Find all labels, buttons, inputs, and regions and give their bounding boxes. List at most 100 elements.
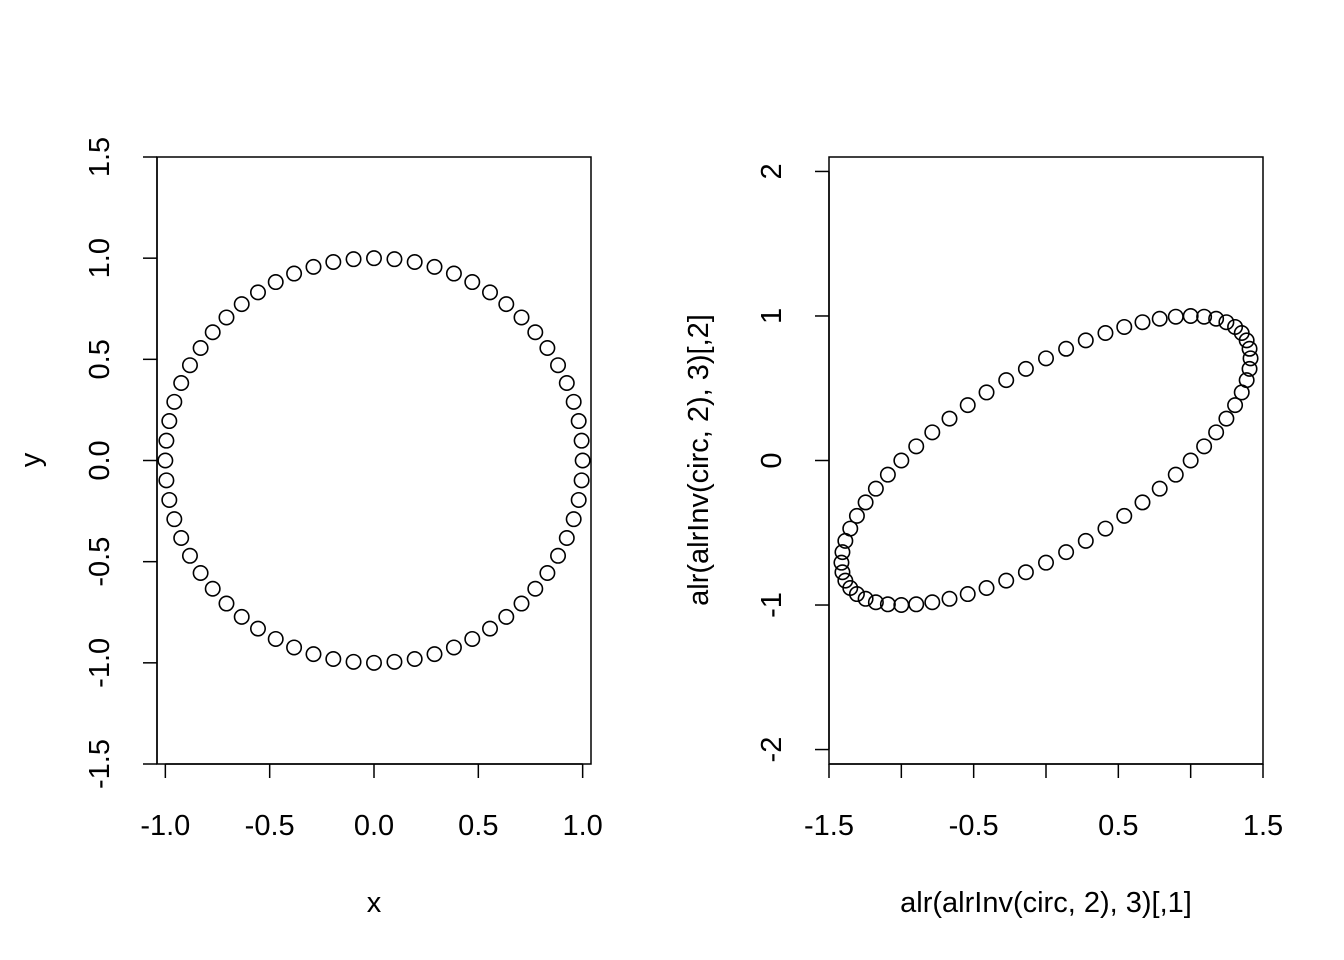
right-plot-panel: -1.5 -0.5 0.5 1.5 -2 -1 0 1 2 alr(alrInv(circ, … xyxy=(683,156,1283,919)
left-data-point xyxy=(192,564,209,581)
right-data-point xyxy=(941,590,958,607)
right-data-point xyxy=(833,554,850,571)
right-data-point xyxy=(893,452,910,469)
right-y-tick-label: 2 xyxy=(756,163,788,179)
left-data-point xyxy=(445,265,462,282)
right-data-point xyxy=(1182,452,1199,469)
right-y-axis-title: alr(alrInv(circ, 2), 3)[,2] xyxy=(683,314,715,606)
right-data-point xyxy=(1241,340,1258,357)
left-plot-panel: -1.0 -0.5 0.0 0.5 1.0 -1.5 -1.0 -0.5 0.0 0.5 1.0 1… xyxy=(15,137,603,919)
left-data-point xyxy=(267,274,284,291)
left-data-point xyxy=(218,309,235,326)
left-x-axis: -1.0 -0.5 0.0 0.5 1.0 xyxy=(140,763,603,842)
left-x-axis-title: x xyxy=(367,887,382,919)
right-data-point xyxy=(1151,480,1168,497)
right-data-point xyxy=(1134,314,1151,331)
left-data-point xyxy=(513,595,530,612)
right-y-tick-label: -2 xyxy=(756,737,788,763)
right-data-point xyxy=(1241,360,1258,377)
left-data-point xyxy=(365,250,382,267)
left-data-point xyxy=(158,432,175,449)
left-data-point xyxy=(558,529,575,546)
left-data-point xyxy=(286,265,303,282)
left-y-axis: -1.5 -1.0 -0.5 0.0 0.5 1.0 1.5 xyxy=(84,137,158,789)
left-data-point xyxy=(204,324,221,341)
right-x-axis: -1.5 -0.5 0.5 1.5 xyxy=(804,763,1283,842)
left-data-point xyxy=(204,580,221,597)
left-data-point xyxy=(406,254,423,271)
left-data-point xyxy=(192,340,209,357)
left-data-point xyxy=(157,452,174,469)
right-data-point xyxy=(1238,372,1255,389)
right-data-point xyxy=(998,572,1015,589)
right-data-point xyxy=(1097,520,1114,537)
left-data-point xyxy=(305,258,322,275)
left-data-point xyxy=(482,284,499,301)
left-data-point xyxy=(570,413,587,430)
right-data-point xyxy=(941,410,958,427)
right-data-point xyxy=(924,594,941,611)
left-data-point xyxy=(166,393,183,410)
right-data-point xyxy=(867,594,884,611)
right-data-point xyxy=(978,384,995,401)
left-data-point xyxy=(464,630,481,647)
left-data-point xyxy=(173,375,190,392)
right-data-point xyxy=(1017,360,1034,377)
right-data-point xyxy=(908,596,925,613)
right-data-point xyxy=(924,424,941,441)
left-data-point xyxy=(539,340,556,357)
left-data-point xyxy=(570,491,587,508)
left-data-point xyxy=(365,654,382,671)
right-data-point xyxy=(1097,325,1114,342)
left-data-point xyxy=(573,432,590,449)
left-y-tick-label: 0.0 xyxy=(84,440,116,480)
left-y-tick-label: 1.0 xyxy=(84,238,116,278)
left-data-point xyxy=(325,650,342,667)
left-data-point xyxy=(305,646,322,663)
right-data-point xyxy=(1227,318,1244,335)
left-data-point xyxy=(498,608,515,625)
right-points xyxy=(833,307,1259,614)
right-data-point xyxy=(1058,544,1075,561)
left-data-point xyxy=(161,413,178,430)
right-y-tick-label: 0 xyxy=(756,452,788,468)
left-data-point xyxy=(173,529,190,546)
left-data-point xyxy=(161,491,178,508)
right-data-point xyxy=(893,597,910,614)
right-data-point xyxy=(867,480,884,497)
right-data-point xyxy=(857,494,874,511)
left-data-point xyxy=(550,357,567,374)
right-data-point xyxy=(1058,340,1075,357)
right-data-point xyxy=(1151,310,1168,327)
right-data-point xyxy=(1196,308,1213,325)
left-data-point xyxy=(267,630,284,647)
right-data-point xyxy=(1167,466,1184,483)
left-data-point xyxy=(325,254,342,271)
right-data-point xyxy=(834,564,851,581)
right-x-axis-title: alr(alrInv(circ, 2), 3)[,1] xyxy=(900,887,1192,919)
right-y-tick-label: -1 xyxy=(756,592,788,618)
right-data-point xyxy=(848,586,865,603)
left-data-point xyxy=(527,324,544,341)
right-data-point xyxy=(1242,350,1259,367)
left-y-tick-label: 1.5 xyxy=(84,137,116,177)
left-x-tick-label: -0.5 xyxy=(245,810,295,842)
right-y-axis: -2 -1 0 1 2 xyxy=(756,163,830,763)
left-data-point xyxy=(527,580,544,597)
left-data-point xyxy=(574,452,591,469)
right-x-tick-label: 0.5 xyxy=(1098,810,1138,842)
left-data-point xyxy=(345,251,362,268)
right-x-tick-label: -1.5 xyxy=(804,810,854,842)
right-x-tick-label: -0.5 xyxy=(949,810,999,842)
right-data-point xyxy=(1182,307,1199,324)
left-points xyxy=(157,250,591,671)
right-data-point xyxy=(959,586,976,603)
right-data-point xyxy=(879,466,896,483)
right-data-point xyxy=(978,579,995,596)
left-data-point xyxy=(233,608,250,625)
left-data-point xyxy=(565,393,582,410)
left-data-point xyxy=(482,620,499,637)
left-data-point xyxy=(406,650,423,667)
left-data-point xyxy=(513,309,530,326)
